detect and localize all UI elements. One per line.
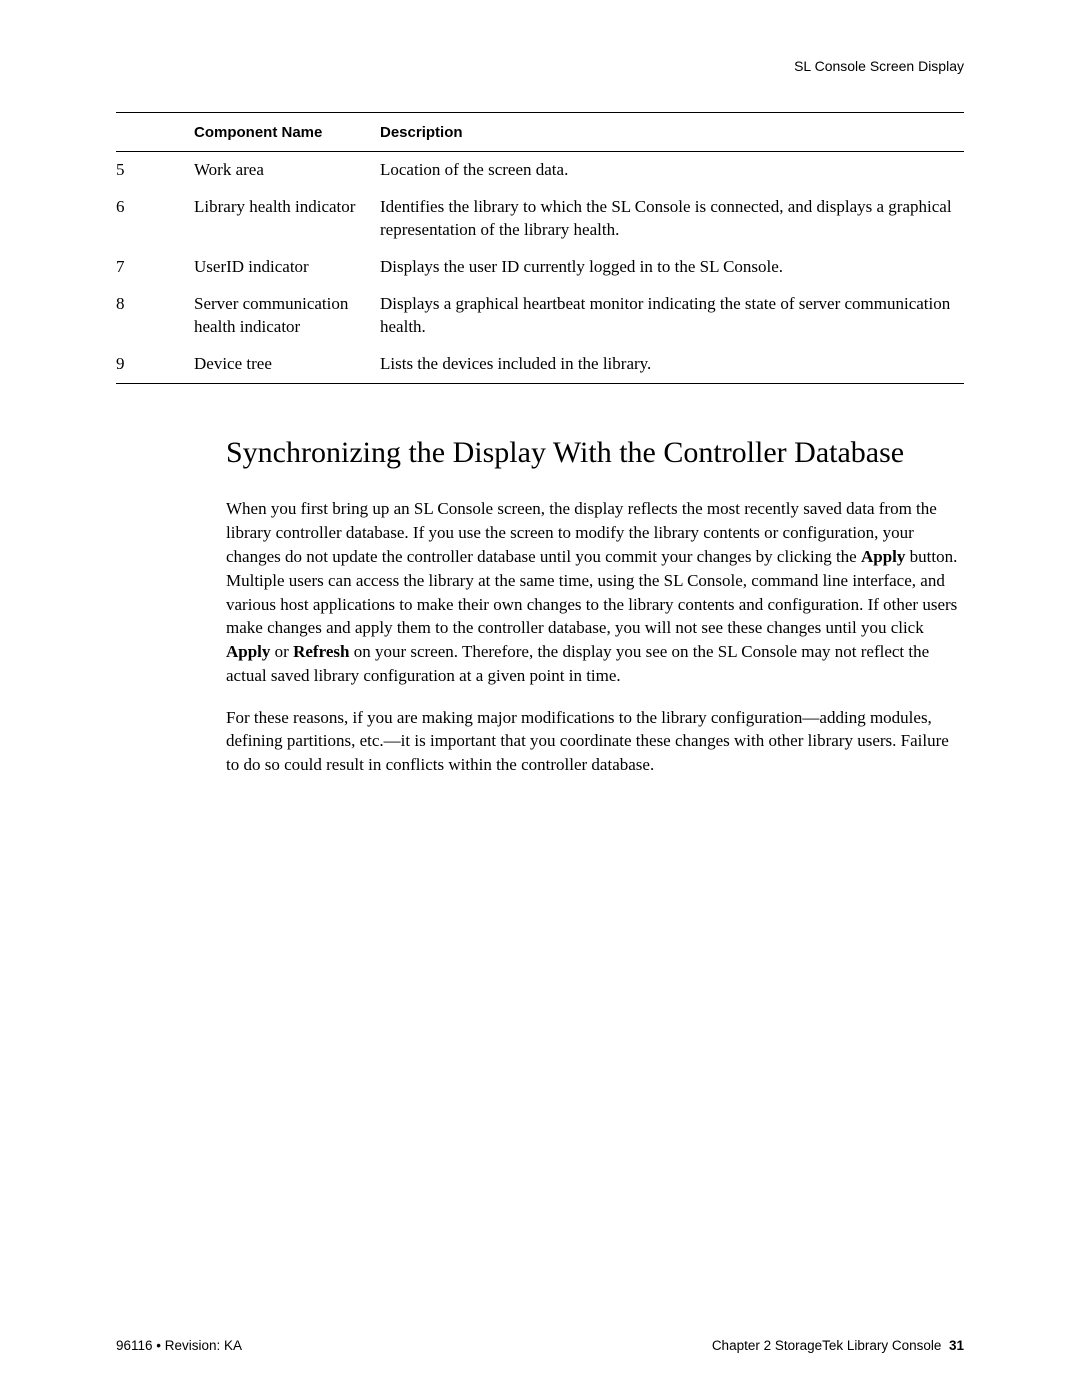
footer-chapter: Chapter 2 StorageTek Library Console — [712, 1338, 942, 1353]
cell-name: UserID indicator — [194, 249, 380, 286]
cell-name: Library health indicator — [194, 189, 380, 249]
cell-name: Server communication health indicator — [194, 286, 380, 346]
col-header-desc: Description — [380, 113, 964, 152]
cell-desc: Displays a graphical heartbeat monitor i… — [380, 286, 964, 346]
cell-num: 6 — [116, 189, 194, 249]
component-table-wrap: Component Name Description 5 Work area L… — [116, 112, 964, 384]
bold-refresh: Refresh — [293, 642, 349, 661]
paragraph-2: For these reasons, if you are making maj… — [226, 706, 964, 777]
table-header-row: Component Name Description — [116, 113, 964, 152]
bold-apply: Apply — [861, 547, 905, 566]
text: When you first bring up an SL Console sc… — [226, 499, 937, 566]
table-row: 7 UserID indicator Displays the user ID … — [116, 249, 964, 286]
cell-name: Device tree — [194, 346, 380, 383]
page: SL Console Screen Display Component Name… — [0, 0, 1080, 777]
table-row: 8 Server communication health indicator … — [116, 286, 964, 346]
table-row: 5 Work area Location of the screen data. — [116, 152, 964, 189]
col-header-num — [116, 113, 194, 152]
footer-left: 96116 • Revision: KA — [116, 1338, 242, 1353]
cell-name: Work area — [194, 152, 380, 189]
body-content: Synchronizing the Display With the Contr… — [226, 434, 964, 777]
footer-right: Chapter 2 StorageTek Library Console 31 — [712, 1338, 964, 1353]
cell-num: 9 — [116, 346, 194, 383]
page-footer: 96116 • Revision: KA Chapter 2 StorageTe… — [116, 1338, 964, 1353]
cell-num: 5 — [116, 152, 194, 189]
table-row: 9 Device tree Lists the devices included… — [116, 346, 964, 383]
col-header-name: Component Name — [194, 113, 380, 152]
cell-desc: Displays the user ID currently logged in… — [380, 249, 964, 286]
running-head: SL Console Screen Display — [116, 58, 964, 74]
cell-num: 7 — [116, 249, 194, 286]
footer-page-number: 31 — [949, 1338, 964, 1353]
paragraph-1: When you first bring up an SL Console sc… — [226, 497, 964, 687]
cell-desc: Location of the screen data. — [380, 152, 964, 189]
cell-num: 8 — [116, 286, 194, 346]
cell-desc: Identifies the library to which the SL C… — [380, 189, 964, 249]
section-title: Synchronizing the Display With the Contr… — [226, 434, 964, 472]
component-table: Component Name Description 5 Work area L… — [116, 113, 964, 383]
table-row: 6 Library health indicator Identifies th… — [116, 189, 964, 249]
text: or — [270, 642, 293, 661]
bold-apply: Apply — [226, 642, 270, 661]
cell-desc: Lists the devices included in the librar… — [380, 346, 964, 383]
